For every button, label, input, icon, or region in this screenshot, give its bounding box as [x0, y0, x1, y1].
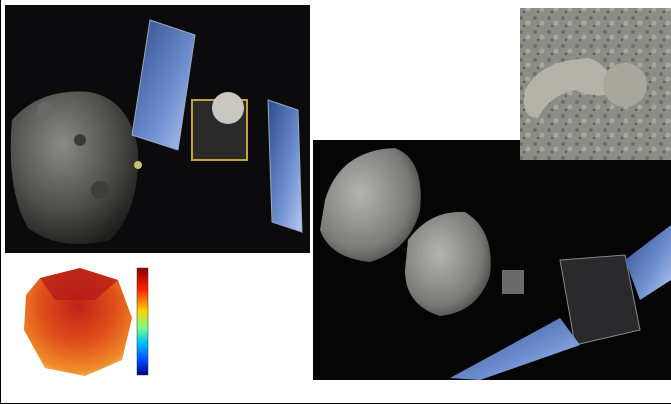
shape-model [24, 267, 149, 376]
hayabusa-image [5, 5, 310, 253]
rosetta-image: Rosetta [313, 114, 671, 380]
image-caption: Rosetta [424, 114, 480, 131]
surface-image [520, 8, 671, 160]
